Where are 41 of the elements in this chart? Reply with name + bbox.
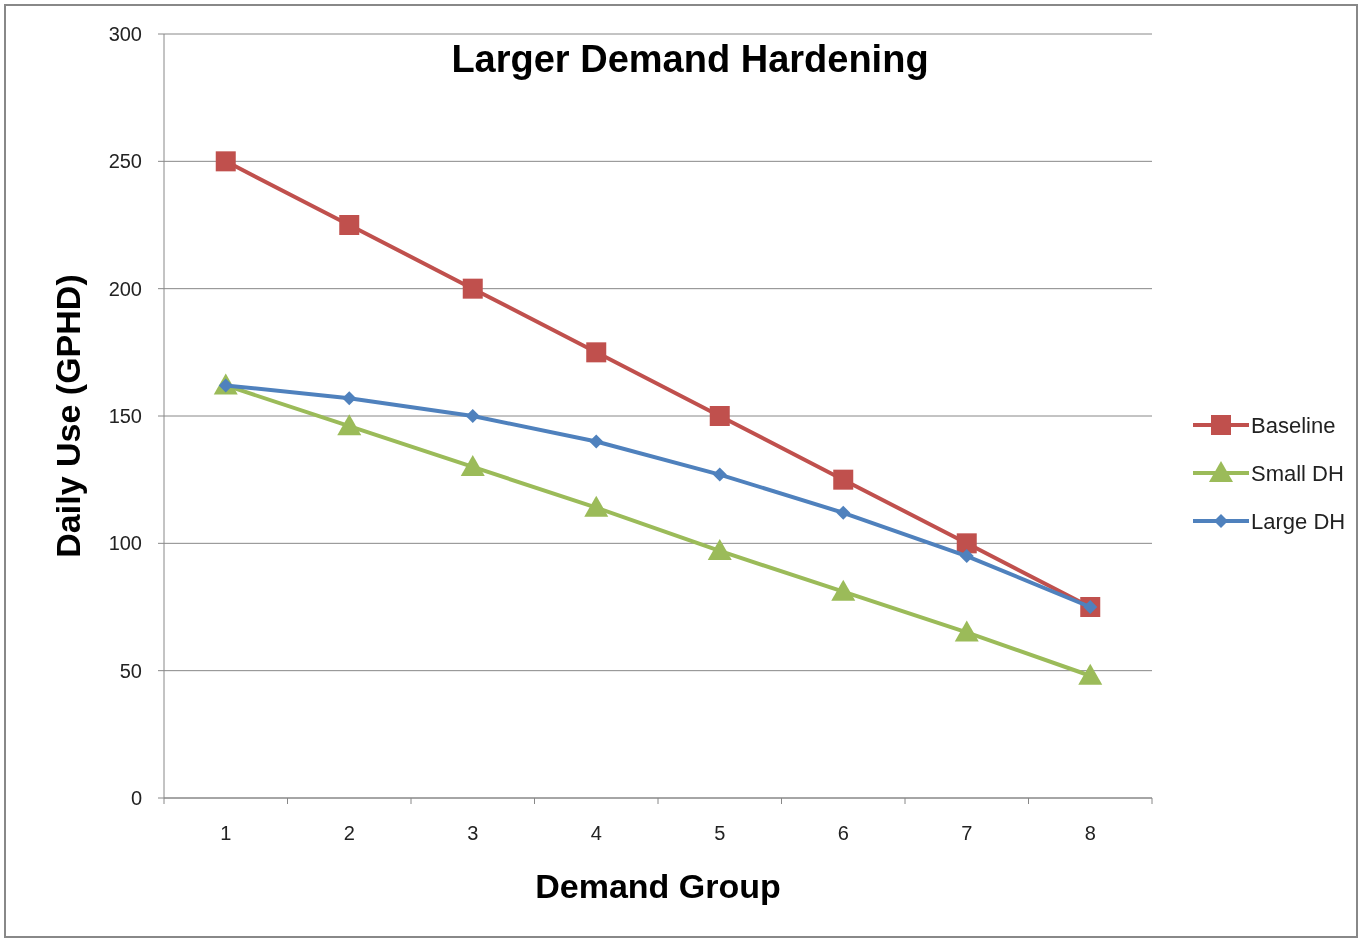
y-tick-label: 300	[108, 23, 142, 45]
x-tick-label: 2	[343, 822, 355, 844]
point	[1078, 663, 1103, 685]
point	[956, 533, 977, 554]
point	[831, 579, 856, 601]
y-tick-label: 100	[108, 532, 142, 555]
y-tick-label: 50	[119, 659, 142, 682]
y-tick-label: 150	[108, 405, 142, 427]
point	[337, 414, 362, 436]
point	[215, 151, 236, 172]
point	[836, 505, 851, 520]
x-tick-label: 7	[961, 822, 973, 844]
x-tick-label: 6	[837, 822, 849, 844]
x-tick-label: 4	[590, 822, 602, 844]
point	[707, 538, 732, 560]
point	[959, 549, 974, 564]
point	[954, 620, 979, 642]
point	[465, 409, 480, 423]
x-tick-label: 1	[220, 822, 232, 844]
x-axis-title: Demand Group	[535, 867, 781, 905]
point	[462, 278, 483, 299]
x-tick-label: 3	[467, 822, 479, 844]
legend-label: Baseline	[1251, 412, 1336, 438]
point	[833, 469, 854, 490]
legend-label: Small DH	[1251, 460, 1344, 486]
point	[709, 406, 730, 426]
y-tick-label: 200	[108, 277, 142, 300]
x-tick-label: 8	[1084, 822, 1096, 844]
point	[460, 454, 485, 476]
y-tick-label: 250	[108, 150, 142, 173]
point	[342, 391, 357, 406]
x-tick-label: 5	[714, 822, 726, 844]
point	[712, 467, 727, 482]
point	[589, 434, 604, 449]
point	[339, 215, 360, 235]
point	[586, 342, 607, 363]
y-axis-title: Daily Use (GPHD)	[49, 274, 87, 558]
point	[584, 495, 609, 517]
y-tick-label: 0	[130, 787, 142, 809]
chart-title: Larger Demand Hardening	[451, 38, 929, 80]
legend-label: Large DH	[1251, 508, 1346, 534]
